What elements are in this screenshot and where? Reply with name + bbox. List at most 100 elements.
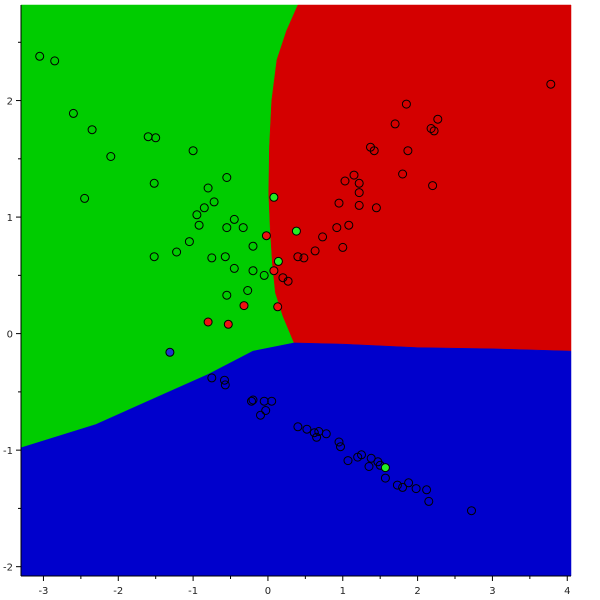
point-hollow — [267, 396, 277, 406]
y-tick-label: -2 — [3, 563, 13, 574]
point-hollow — [248, 266, 258, 276]
point-hollow — [222, 223, 232, 233]
point-hollow — [199, 203, 209, 213]
point-hollow — [357, 450, 366, 460]
point-hollow — [354, 178, 364, 188]
point-blue — [165, 347, 175, 357]
point-hollow — [336, 442, 345, 452]
point-hollow — [546, 79, 556, 89]
point-hollow — [334, 437, 344, 447]
data-points — [35, 51, 556, 516]
point-hollow — [467, 506, 476, 516]
point-hollow — [334, 198, 344, 208]
point-hollow — [340, 176, 350, 186]
point-hollow — [338, 242, 348, 252]
point-hollow — [380, 473, 390, 483]
point-red — [239, 301, 249, 311]
point-hollow — [364, 462, 374, 471]
y-tick-label: -1 — [3, 446, 13, 457]
x-tick-label: 3 — [489, 586, 495, 597]
point-hollow — [222, 173, 232, 182]
point-hollow — [349, 170, 359, 180]
point-hollow — [229, 214, 239, 224]
point-hollow — [293, 252, 303, 262]
point-hollow — [184, 237, 194, 247]
point-hollow — [50, 56, 60, 66]
point-hollow — [433, 114, 443, 124]
point-hollow — [309, 428, 319, 438]
point-hollow — [80, 193, 90, 203]
point-hollow — [209, 197, 219, 207]
point-green — [273, 256, 283, 266]
point-hollow — [293, 422, 303, 432]
region-red — [268, 4, 572, 352]
point-red — [203, 317, 213, 327]
point-hollow — [398, 169, 408, 179]
point-hollow — [422, 485, 432, 495]
point-hollow — [247, 396, 256, 406]
point-hollow — [318, 232, 328, 242]
point-hollow — [321, 429, 331, 439]
point-hollow — [332, 223, 342, 233]
point-hollow — [220, 252, 230, 262]
point-hollow — [354, 188, 364, 198]
point-hollow — [220, 375, 229, 385]
point-hollow — [424, 496, 434, 506]
point-hollow — [194, 220, 204, 230]
point-hollow — [243, 286, 253, 295]
point-hollow — [398, 482, 408, 492]
point-hollow — [390, 119, 400, 129]
x-tick-label: 4 — [564, 586, 570, 597]
x-tick-label: 2 — [414, 586, 420, 597]
x-tick-label: -1 — [188, 586, 198, 597]
point-hollow — [35, 51, 45, 61]
y-tick-label: 0 — [7, 330, 13, 341]
point-hollow — [369, 146, 379, 156]
point-hollow — [354, 200, 364, 210]
point-hollow — [248, 395, 258, 405]
point-hollow — [404, 478, 414, 488]
x-tick-label: -3 — [38, 586, 48, 597]
point-hollow — [428, 181, 438, 191]
point-hollow — [207, 253, 217, 263]
point-hollow — [256, 410, 265, 420]
point-green — [291, 226, 301, 236]
point-hollow — [151, 133, 161, 143]
point-hollow — [149, 252, 159, 262]
point-hollow — [203, 183, 213, 193]
point-red — [261, 231, 271, 241]
class-regions — [20, 4, 572, 577]
point-green — [269, 192, 279, 202]
point-hollow — [68, 108, 78, 118]
point-hollow — [207, 373, 217, 383]
point-red — [269, 266, 279, 276]
point-hollow — [192, 210, 202, 220]
point-red — [273, 302, 283, 312]
point-hollow — [220, 380, 230, 390]
point-hollow — [188, 146, 198, 156]
point-hollow — [401, 99, 411, 109]
point-hollow — [222, 290, 232, 300]
x-tick-label: -2 — [113, 586, 123, 597]
point-hollow — [411, 484, 421, 494]
x-tick-label: 1 — [340, 586, 346, 597]
point-green — [380, 463, 390, 473]
point-hollow — [299, 253, 309, 263]
point-hollow — [343, 456, 353, 466]
point-hollow — [248, 241, 258, 251]
point-hollow — [429, 126, 439, 136]
point-hollow — [87, 125, 97, 135]
point-hollow — [172, 247, 182, 257]
point-hollow — [310, 246, 320, 256]
point-hollow — [229, 263, 239, 273]
y-tick-label: 1 — [7, 213, 13, 224]
point-hollow — [392, 480, 402, 490]
point-hollow — [149, 178, 159, 188]
point-hollow — [344, 220, 354, 230]
point-hollow — [403, 146, 413, 156]
point-hollow — [426, 124, 436, 133]
point-hollow — [259, 270, 269, 280]
point-red — [223, 319, 233, 329]
point-hollow — [238, 223, 248, 233]
